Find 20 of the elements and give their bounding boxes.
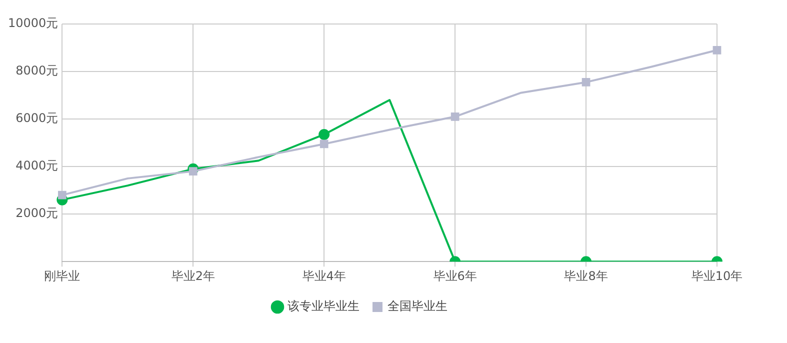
x-tick-label: 刚毕业: [44, 268, 80, 283]
x-tick-label: 毕业2年: [171, 268, 215, 283]
point: [58, 190, 66, 200]
y-tick-label: 4000元: [16, 158, 58, 173]
x-tick-label: 毕业4年: [302, 268, 346, 283]
point: [712, 46, 722, 54]
y-tick-label: 8000元: [16, 64, 58, 78]
point: [318, 128, 330, 140]
point: [582, 78, 590, 86]
point: [320, 140, 328, 148]
x-tick-label: 毕业10年: [691, 268, 743, 283]
y-tick-label: 10000元: [8, 16, 58, 30]
legend-label: 该专业毕业生: [288, 299, 360, 314]
x-tick-label: 毕业8年: [564, 268, 608, 283]
legend-label: 全国毕业生: [388, 299, 448, 314]
point: [188, 167, 198, 176]
y-tick-label: 6000元: [16, 111, 58, 126]
point: [450, 112, 460, 121]
x-tick-label: 毕业6年: [433, 268, 477, 283]
y-tick-label: 2000元: [16, 206, 58, 220]
